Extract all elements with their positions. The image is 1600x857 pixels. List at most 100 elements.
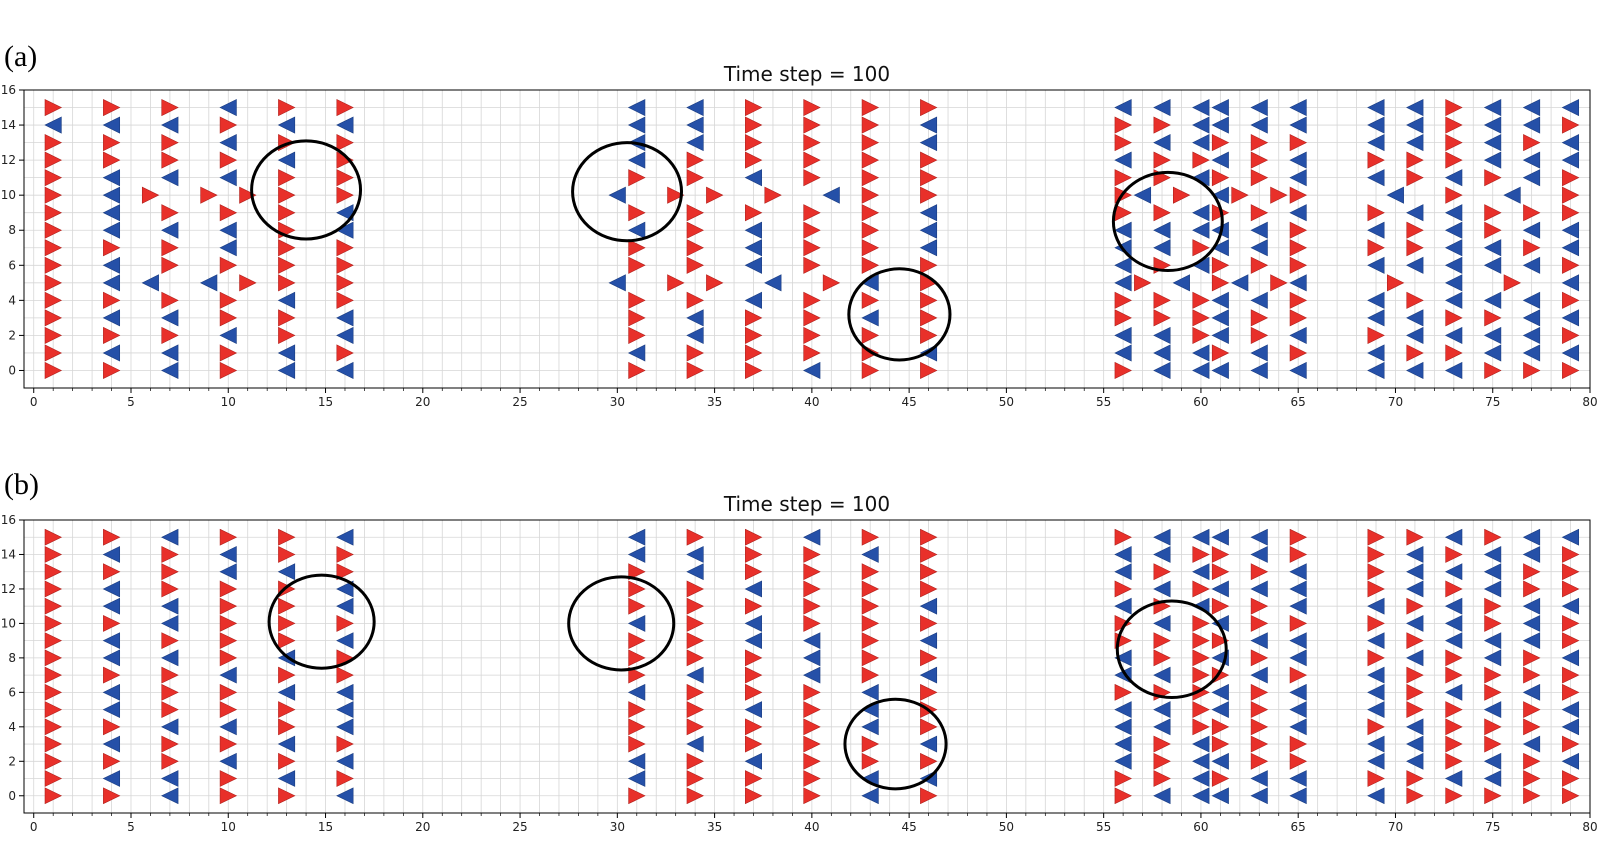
right-marker: [161, 580, 179, 598]
left-marker: [1289, 701, 1307, 718]
left-marker: [102, 204, 121, 222]
right-marker: [1250, 735, 1269, 753]
x-tick-label: 50: [999, 395, 1014, 409]
right-marker: [1114, 683, 1132, 701]
x-tick-label: 5: [127, 395, 135, 409]
right-marker: [745, 597, 763, 615]
right-marker: [1445, 701, 1463, 718]
left-marker: [161, 361, 179, 380]
right-marker: [1192, 718, 1210, 736]
right-marker: [1250, 169, 1269, 187]
right-marker: [686, 528, 705, 546]
left-marker: [627, 151, 646, 169]
left-marker: [1211, 701, 1229, 718]
y-tick-label: 6: [8, 258, 16, 272]
y-tick-label: 10: [1, 616, 16, 630]
right-marker: [103, 239, 121, 257]
right-marker: [278, 309, 296, 327]
left-marker: [1289, 718, 1307, 736]
left-marker: [1192, 770, 1210, 787]
right-marker: [686, 632, 705, 650]
right-marker: [1523, 580, 1541, 598]
left-marker: [1153, 98, 1171, 117]
y-tick-label: 16: [1, 83, 16, 97]
right-marker: [1250, 256, 1269, 274]
right-marker: [861, 361, 880, 380]
right-marker: [219, 649, 238, 667]
left-marker: [1192, 787, 1210, 805]
left-marker: [161, 309, 179, 327]
right-marker: [1289, 186, 1308, 204]
right-marker: [745, 770, 763, 787]
left-marker: [336, 116, 354, 134]
left-marker: [1522, 683, 1541, 701]
right-marker: [745, 361, 763, 380]
right-marker: [628, 291, 646, 309]
left-marker: [1483, 752, 1502, 770]
right-marker: [861, 735, 880, 753]
left-marker: [1522, 116, 1541, 134]
right-marker: [1445, 718, 1463, 736]
right-marker: [686, 580, 705, 598]
left-marker: [161, 787, 179, 805]
right-marker: [1114, 116, 1132, 134]
right-marker: [219, 580, 238, 598]
left-marker: [1483, 256, 1502, 274]
left-marker: [861, 787, 879, 805]
left-marker: [1192, 735, 1210, 753]
right-marker: [219, 701, 238, 718]
left-marker: [1192, 563, 1210, 581]
left-marker: [1211, 98, 1229, 117]
left-marker: [1289, 361, 1307, 380]
left-marker: [1561, 239, 1580, 257]
right-marker: [44, 239, 63, 257]
left-marker: [199, 274, 218, 292]
right-marker: [161, 291, 179, 309]
left-marker: [1406, 649, 1424, 667]
right-marker: [686, 256, 704, 274]
left-marker: [1483, 239, 1502, 257]
right-marker: [1406, 787, 1424, 805]
left-marker: [1211, 326, 1229, 344]
right-marker: [1250, 151, 1269, 169]
y-tick-label: 0: [8, 363, 16, 377]
left-marker: [1406, 116, 1424, 134]
left-marker: [1153, 326, 1171, 344]
right-marker: [44, 546, 63, 563]
right-marker: [1406, 221, 1424, 239]
right-marker: [1484, 204, 1502, 222]
right-marker: [1367, 615, 1385, 632]
x-tick-label: 35: [707, 395, 722, 409]
left-marker: [219, 239, 237, 257]
right-marker: [278, 787, 296, 805]
right-marker: [920, 151, 938, 169]
right-marker: [686, 344, 704, 362]
left-marker: [861, 683, 879, 701]
x-tick-label: 60: [1193, 395, 1208, 409]
left-marker: [219, 169, 237, 187]
left-marker: [161, 718, 179, 736]
right-marker: [861, 239, 880, 257]
right-marker: [336, 546, 354, 563]
right-marker: [1484, 169, 1502, 187]
right-marker: [1445, 787, 1463, 805]
right-marker: [219, 597, 238, 615]
right-marker: [1406, 597, 1424, 615]
left-marker: [1289, 632, 1307, 650]
left-marker: [1561, 649, 1580, 667]
left-marker: [141, 274, 159, 292]
left-marker: [1483, 546, 1502, 563]
left-marker: [1367, 344, 1385, 362]
left-marker: [1211, 309, 1229, 327]
right-marker: [219, 344, 238, 362]
left-marker: [1153, 239, 1171, 257]
right-marker: [1211, 735, 1230, 753]
left-marker: [744, 701, 762, 718]
right-marker: [161, 683, 179, 701]
left-marker: [764, 274, 782, 292]
right-marker: [1289, 615, 1308, 632]
x-tick-label: 0: [30, 820, 38, 834]
left-marker: [1153, 361, 1171, 380]
right-marker: [745, 309, 763, 327]
right-marker: [44, 580, 63, 598]
